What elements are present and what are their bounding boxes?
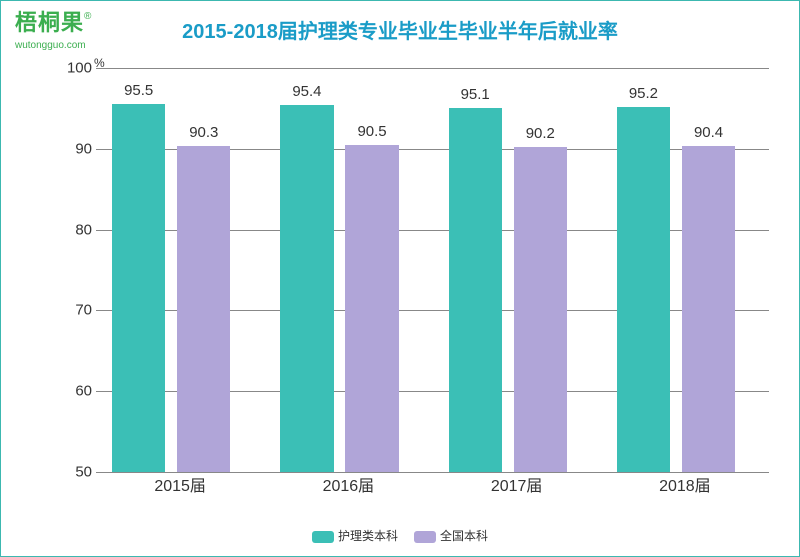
bar: 90.3 xyxy=(177,146,230,472)
y-tick-label: 50 xyxy=(56,464,92,481)
x-tick-label: 2015届 xyxy=(106,472,254,496)
bar: 90.2 xyxy=(514,147,567,472)
y-tick-label: 90 xyxy=(56,140,92,157)
bar-value-label: 95.2 xyxy=(617,85,670,102)
logo-reg: ® xyxy=(84,11,91,22)
chart-title: 2015-2018届护理类专业毕业生毕业半年后就业率 xyxy=(1,1,799,44)
legend-item: 护理类本科 xyxy=(312,527,398,544)
bar-value-label: 95.5 xyxy=(112,82,165,99)
bar: 90.4 xyxy=(682,146,735,472)
legend-label: 护理类本科 xyxy=(338,529,398,543)
bar: 95.2 xyxy=(617,107,670,472)
legend: 护理类本科 全国本科 xyxy=(1,527,799,544)
bar-value-label: 90.2 xyxy=(514,125,567,142)
legend-label: 全国本科 xyxy=(440,529,488,543)
bar: 95.5 xyxy=(112,104,165,472)
bar-value-label: 90.5 xyxy=(345,123,398,140)
y-tick-label: 100 xyxy=(56,60,92,77)
logo-cn: 梧桐果 xyxy=(15,10,84,35)
bar: 90.5 xyxy=(345,145,398,472)
y-tick-label: 60 xyxy=(56,383,92,400)
y-tick-label: 70 xyxy=(56,302,92,319)
legend-swatch xyxy=(414,531,436,543)
bar-value-label: 95.1 xyxy=(449,86,502,103)
bar-value-label: 90.3 xyxy=(177,124,230,141)
logo-en: wutongguo.com xyxy=(15,40,86,51)
y-tick-label: 80 xyxy=(56,221,92,238)
bar: 95.1 xyxy=(449,108,502,472)
bar-group: 95.190.22017届 xyxy=(443,68,591,472)
bar-group: 95.290.42018届 xyxy=(611,68,759,472)
bar-group: 95.590.32015届 xyxy=(106,68,254,472)
x-tick-label: 2018届 xyxy=(611,472,759,496)
x-tick-label: 2017届 xyxy=(443,472,591,496)
brand-logo: 梧桐果® wutongguo.com xyxy=(15,11,91,53)
x-tick-label: 2016届 xyxy=(274,472,422,496)
plot-area: 506070809010095.590.32015届95.490.52016届9… xyxy=(96,68,769,473)
bar: 95.4 xyxy=(280,105,333,472)
bar-group: 95.490.52016届 xyxy=(274,68,422,472)
legend-swatch xyxy=(312,531,334,543)
bar-value-label: 90.4 xyxy=(682,124,735,141)
bar-value-label: 95.4 xyxy=(280,83,333,100)
employment-rate-chart: % 506070809010095.590.32015届95.490.52016… xyxy=(46,56,774,501)
legend-item: 全国本科 xyxy=(414,527,488,544)
